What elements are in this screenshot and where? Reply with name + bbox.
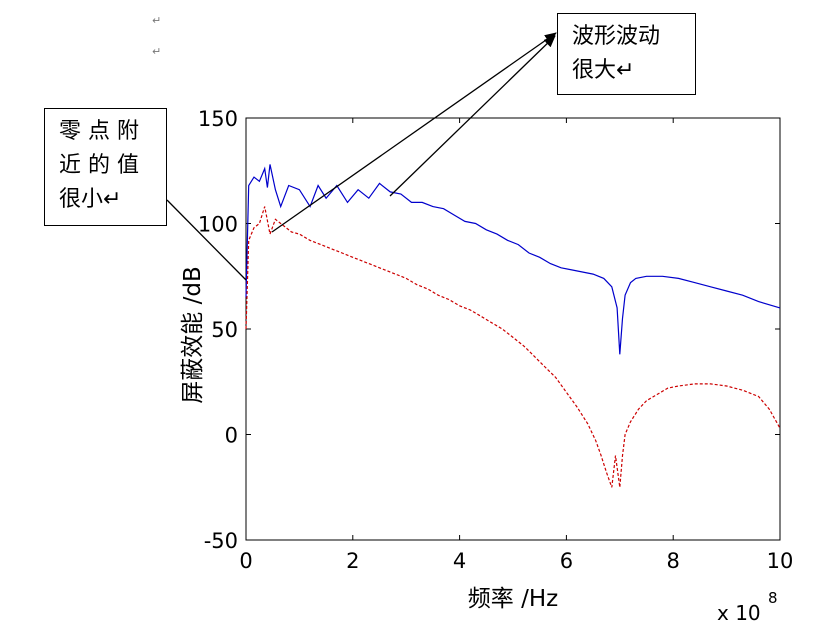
y-axis-label: 屏蔽效能 /dB bbox=[180, 266, 206, 403]
series-line-red-dashed bbox=[245, 206, 781, 488]
y-tick-label: 100 bbox=[198, 213, 238, 237]
plot-lines bbox=[245, 164, 781, 488]
annotation-arrow bbox=[271, 32, 557, 233]
paragraph-mark: ↵ bbox=[152, 14, 162, 27]
y-tick-label: 150 bbox=[198, 107, 238, 131]
annotation-arrows bbox=[166, 32, 557, 281]
series-line-blue bbox=[245, 164, 781, 355]
x-axis-label: 频率 /Hz bbox=[468, 586, 558, 612]
x-tick-label: 4 bbox=[453, 549, 466, 573]
x-axis-multiplier-exponent: 8 bbox=[768, 589, 778, 607]
x-axis-multiplier: x 10 bbox=[717, 601, 761, 625]
annotation-arrow bbox=[389, 35, 556, 197]
annotation-box-right: 波形波动 很大↵ bbox=[557, 13, 696, 95]
annotation-line: 很小↵ bbox=[59, 187, 122, 212]
annotation-line: 很大↵ bbox=[572, 58, 635, 83]
paragraph-mark: ↵ bbox=[152, 45, 162, 58]
x-tick-label: 10 bbox=[767, 549, 794, 573]
annotation-line: 波形波动 bbox=[572, 24, 661, 49]
plot-frame bbox=[245, 117, 781, 541]
x-tick-label: 8 bbox=[667, 549, 680, 573]
y-tick-label: 0 bbox=[225, 424, 238, 448]
x-tick-label: 2 bbox=[346, 549, 359, 573]
annotation-line: 零 点 附 bbox=[59, 119, 139, 144]
x-tick-label: 0 bbox=[239, 549, 252, 573]
y-tick-label: 50 bbox=[211, 318, 238, 342]
annotation-box-left: 零 点 附 近 的 值 很小↵ bbox=[44, 108, 167, 226]
y-tick-label: -50 bbox=[204, 529, 238, 553]
x-tick-label: 6 bbox=[560, 549, 573, 573]
annotation-line: 近 的 值 bbox=[59, 153, 139, 178]
annotation-connector-left bbox=[166, 199, 247, 281]
